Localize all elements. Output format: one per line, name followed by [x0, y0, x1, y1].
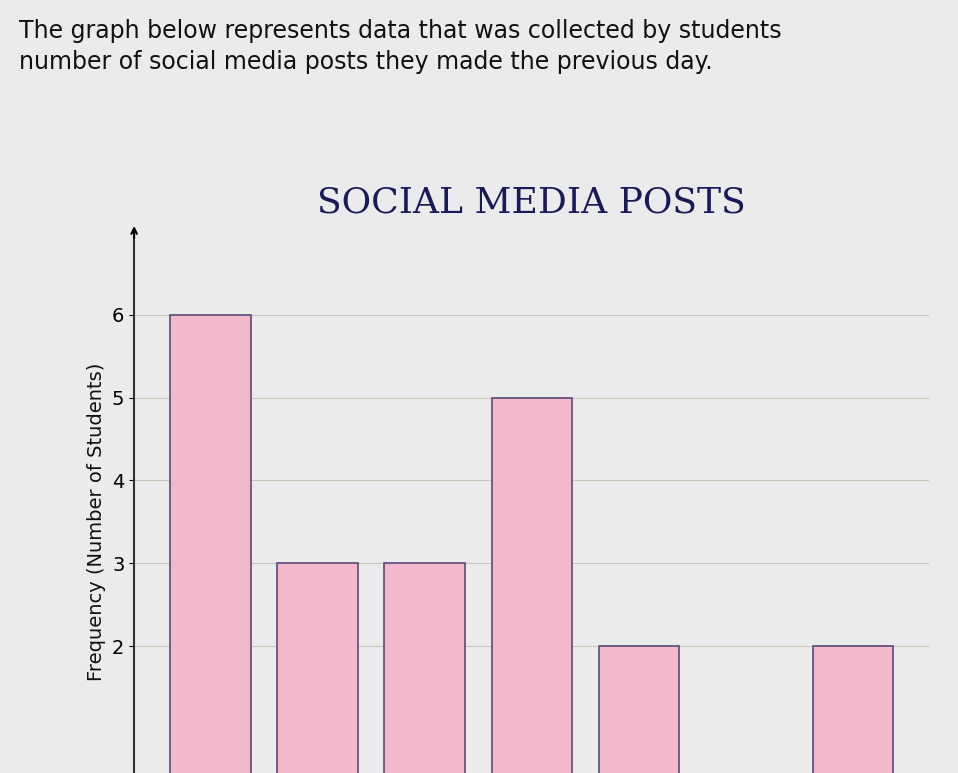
Bar: [384, 564, 465, 773]
Bar: [599, 646, 679, 773]
Text: number of social media posts they made the previous day.: number of social media posts they made t…: [19, 50, 713, 74]
Bar: [171, 315, 251, 773]
Bar: [278, 564, 357, 773]
Text: The graph below represents data that was collected by students: The graph below represents data that was…: [19, 19, 782, 43]
Title: SOCIAL MEDIA POSTS: SOCIAL MEDIA POSTS: [317, 186, 746, 220]
Bar: [491, 397, 572, 773]
Y-axis label: Frequency (Number of Students): Frequency (Number of Students): [87, 363, 106, 681]
Bar: [812, 646, 893, 773]
